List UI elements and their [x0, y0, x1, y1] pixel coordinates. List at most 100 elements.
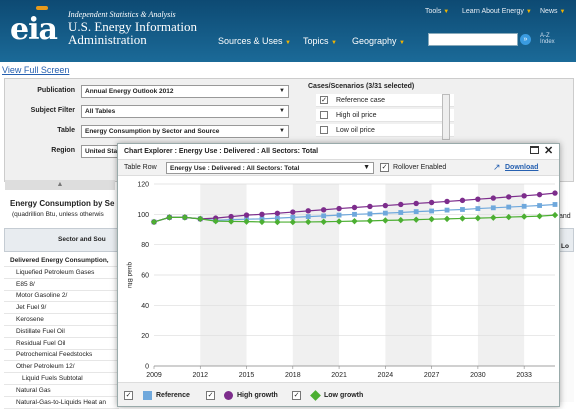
publication-select[interactable]: Annual Energy Outlook 2012 ▼: [81, 85, 289, 98]
search-input[interactable]: [428, 33, 518, 46]
table-row[interactable]: Kerosene: [4, 314, 119, 326]
x-tick-label: 2015: [239, 372, 255, 379]
table-row[interactable]: Jet Fuel 9/: [4, 302, 119, 314]
table-row[interactable]: Liquefied Petroleum Gases: [4, 267, 119, 279]
cases-scrollbar[interactable]: [442, 94, 450, 140]
x-tick-label: 2030: [470, 372, 486, 379]
table-row[interactable]: Liquid Fuels Subtotal: [4, 373, 119, 385]
table-label: Table: [5, 127, 75, 134]
table-subtitle: (quadrillion Btu, unless otherwis: [12, 211, 104, 218]
view-full-screen-link[interactable]: View Full Screen: [2, 65, 69, 75]
table-header-label: Sector and Sou: [58, 236, 106, 243]
table-row[interactable]: Natural Gas: [4, 385, 119, 397]
search-icon[interactable]: »: [520, 34, 531, 45]
chevron-down-icon: ▼: [279, 128, 285, 134]
data-point: [413, 201, 418, 206]
data-point: [321, 207, 326, 212]
case-high-oil-price[interactable]: High oil price: [316, 109, 454, 122]
data-point: [306, 208, 311, 213]
table-row[interactable]: Natural-Gas-to-Liquids Heat an: [4, 397, 119, 409]
data-point: [352, 205, 357, 210]
dialog-title: Chart Explorer : Energy Use : Delivered …: [124, 148, 318, 155]
case-reference[interactable]: ✓ Reference case: [316, 94, 454, 107]
topnav-tools[interactable]: Tools ▼: [425, 8, 449, 15]
data-point: [552, 190, 557, 195]
table-row[interactable]: Motor Gasoline 2/: [4, 290, 119, 302]
table-subtitle-tail: and: [559, 213, 571, 220]
data-point: [383, 203, 388, 208]
data-point: [445, 208, 450, 213]
cases-title: Cases/Scenarios (3/31 selected): [308, 83, 468, 90]
cases-panel: Cases/Scenarios (3/31 selected) ✓ Refere…: [308, 79, 468, 149]
tagline: Independent Statistics & Analysis: [68, 10, 176, 19]
data-point: [444, 199, 449, 204]
table-row[interactable]: E85 8/: [4, 279, 119, 291]
y-axis-label: quad Btu: [126, 262, 133, 288]
table-row[interactable]: Delivered Energy Consumption,: [4, 255, 119, 267]
subject-filter-select[interactable]: All Tables ▼: [81, 105, 289, 118]
eia-logo[interactable]: eia: [10, 12, 57, 47]
data-point: [537, 203, 542, 208]
table-row-label: Table Row: [124, 164, 157, 171]
chevron-down-icon: ▼: [279, 88, 285, 94]
table-row[interactable]: Other Petroleum 12/: [4, 361, 119, 373]
chevron-down-icon: ▼: [559, 9, 565, 15]
data-point: [336, 206, 341, 211]
data-point: [536, 213, 542, 219]
case-low-oil-price[interactable]: Low oil price: [316, 124, 454, 137]
table-select[interactable]: Energy Consumption by Sector and Source ▼: [81, 125, 289, 138]
data-point: [459, 215, 465, 221]
chart-explorer-dialog: Chart Explorer : Energy Use : Delivered …: [117, 143, 560, 407]
legend-label-low-growth: Low growth: [324, 392, 363, 399]
chart-icon[interactable]: ↗: [493, 162, 501, 173]
nav-topics[interactable]: Topics ▼: [303, 36, 337, 46]
chevron-down-icon: ▼: [279, 108, 285, 114]
topnav-learn[interactable]: Learn About Energy ▼: [462, 8, 532, 15]
data-point: [521, 193, 526, 198]
legend-checkbox-reference[interactable]: ✓: [124, 391, 133, 400]
topnav-news[interactable]: News ▼: [540, 8, 565, 15]
x-tick-label: 2012: [192, 372, 208, 379]
legend-checkbox-low-growth[interactable]: ✓: [292, 391, 301, 400]
data-point: [275, 211, 280, 216]
site-header: eia Independent Statistics & Analysis U.…: [0, 0, 576, 62]
chevron-down-icon: ▼: [363, 164, 370, 171]
table-row[interactable]: Residual Fuel Oil: [4, 338, 119, 350]
legend-checkbox-high-growth[interactable]: ✓: [206, 391, 215, 400]
az-index-link[interactable]: A-Z Index: [540, 33, 555, 45]
table-row-select[interactable]: Energy Use : Delivered : All Sectors: To…: [166, 162, 374, 174]
rollover-checkbox[interactable]: ✓: [380, 163, 389, 172]
nav-geography[interactable]: Geography ▼: [352, 36, 405, 46]
data-point: [552, 212, 558, 218]
checkbox-checked[interactable]: ✓: [320, 96, 328, 104]
data-point: [414, 209, 419, 214]
table-row[interactable]: Petrochemical Feedstocks: [4, 349, 119, 361]
close-icon[interactable]: ✕: [544, 144, 553, 157]
download-link[interactable]: Download: [505, 164, 538, 171]
subject-filter-label: Subject Filter: [5, 107, 75, 114]
checkbox[interactable]: [320, 126, 328, 134]
data-point: [429, 200, 434, 205]
data-point: [444, 216, 450, 222]
table-title: Energy Consumption by Se: [10, 199, 114, 208]
chart-legend: ✓ Reference ✓ High growth ✓ Low growth: [118, 382, 559, 406]
x-tick-label: 2024: [378, 372, 394, 379]
data-point: [337, 213, 342, 218]
chevron-down-icon: ▼: [443, 9, 449, 15]
chevron-down-icon: ▼: [399, 40, 405, 46]
org-name[interactable]: U.S. Energy Information Administration: [68, 20, 208, 46]
data-point: [475, 196, 480, 201]
data-point: [475, 206, 480, 211]
x-tick-label: 2021: [331, 372, 347, 379]
data-point: [367, 204, 372, 209]
legend-label-reference: Reference: [156, 392, 190, 399]
table-row[interactable]: Distillate Fuel Oil: [4, 326, 119, 338]
nav-sources-uses[interactable]: Sources & Uses ▼: [218, 36, 291, 46]
square-marker-icon: [143, 391, 152, 400]
region-label: Region: [5, 147, 75, 154]
data-point: [506, 194, 511, 199]
data-point: [522, 204, 527, 209]
maximize-icon[interactable]: [530, 146, 539, 154]
collapse-panel-icon[interactable]: ▲: [5, 180, 115, 190]
checkbox[interactable]: [320, 111, 328, 119]
